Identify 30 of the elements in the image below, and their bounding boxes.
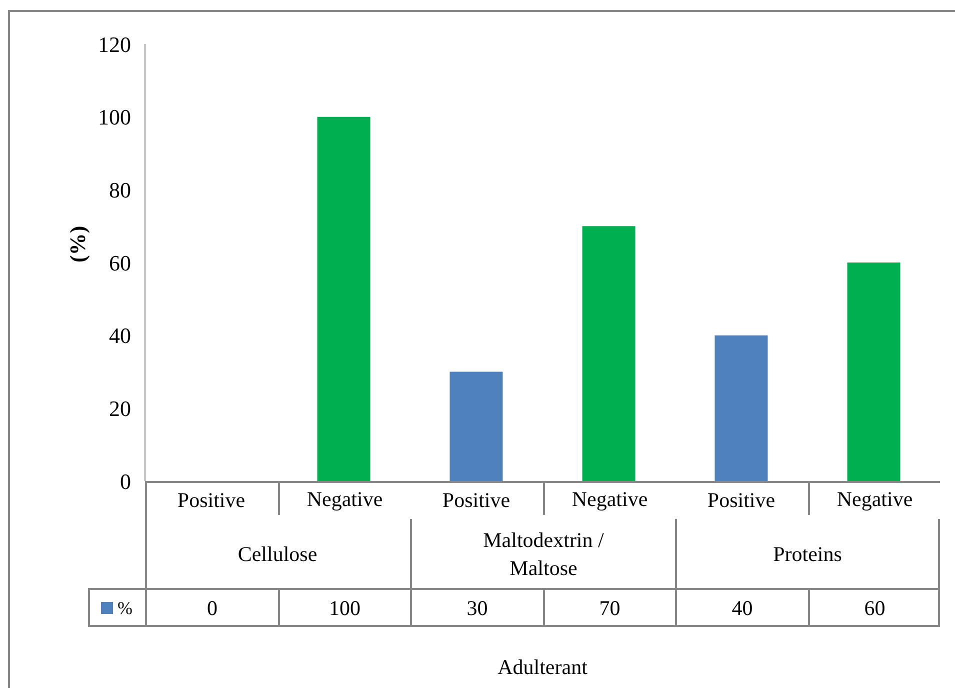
y-tick-label: 60: [109, 250, 131, 276]
data-label: 70: [542, 588, 675, 627]
x-tick-label: Negative: [278, 483, 410, 515]
legend-label: %: [116, 596, 132, 620]
x-tick-label: Positive: [176, 487, 246, 514]
y-tick-label: 0: [120, 468, 131, 494]
y-tick-label: 120: [98, 32, 131, 57]
text: Maltodextrin / Maltose: [482, 526, 605, 582]
x-tick-label: Negative: [542, 483, 675, 515]
bar: [317, 116, 370, 481]
bar: [450, 372, 503, 481]
y-tick-label: 100: [98, 104, 131, 130]
text: Proteins: [773, 540, 842, 568]
x-tick-label: Positive: [706, 487, 776, 514]
data-label: 0: [145, 588, 278, 627]
x-tick-label: Negative: [808, 483, 940, 515]
y-tick-label: 40: [109, 323, 131, 348]
text: Adulterant: [496, 654, 588, 681]
bar: [582, 226, 636, 481]
data-label: 100: [278, 588, 410, 627]
data-label: 30: [410, 588, 542, 627]
y-axis-title: (%): [64, 226, 90, 262]
y-tick-label: 20: [109, 396, 131, 421]
data-label: 60: [808, 588, 940, 627]
y-tick-label: 80: [109, 177, 131, 202]
bar: [714, 335, 768, 481]
x-tick-label: Positive: [441, 487, 512, 514]
text: Cellulose: [238, 540, 318, 568]
bar: [847, 262, 900, 481]
data-label: 40: [675, 588, 808, 627]
